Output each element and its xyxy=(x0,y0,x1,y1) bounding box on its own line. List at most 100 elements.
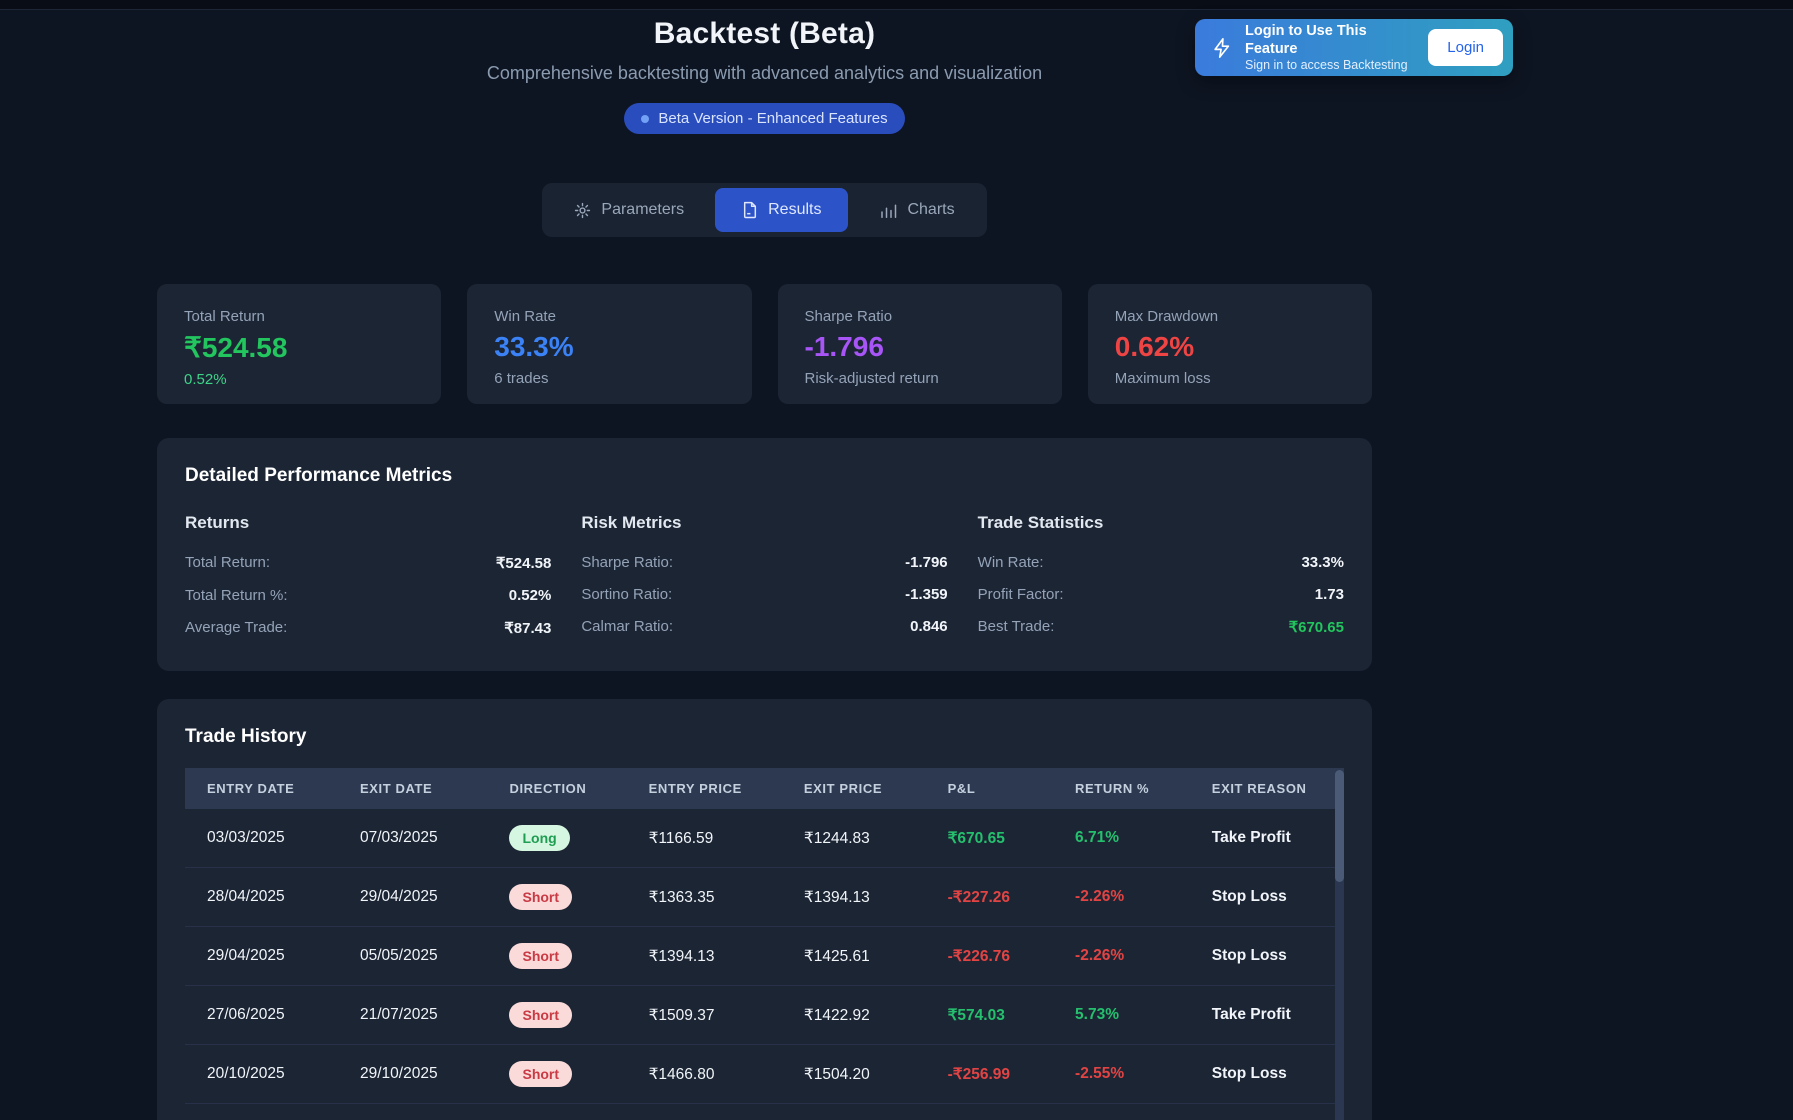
badge-dot-icon xyxy=(641,114,650,123)
beta-version-badge: Beta Version - Enhanced Features xyxy=(624,103,905,134)
cell-return-pct: 5.73% xyxy=(1053,985,1190,1045)
cell-exit-reason: Take Profit xyxy=(1211,829,1291,846)
metric-value: 0.62% xyxy=(1114,331,1195,362)
table-row: 27/06/2025 21/07/2025 Short ₹1509.37 ₹1422.9… xyxy=(185,985,1344,1045)
gear-icon xyxy=(575,202,591,218)
cell-exit-date: 07/03/2025 xyxy=(359,829,438,846)
metric-row: Total Return %: 0.52% xyxy=(185,579,551,611)
metric-row-value: 0.846 xyxy=(910,617,948,635)
metric-row: Calmar Ratio: 0.846 xyxy=(581,610,947,642)
metric-row-value: 0.52% xyxy=(508,586,552,604)
cell-entry-price: ₹1394.13 xyxy=(626,926,782,986)
cell-return-pct: -2.55% xyxy=(1053,1044,1190,1104)
cell-exit-reason: Stop Loss xyxy=(1189,926,1344,986)
column-header-p-l: P&L xyxy=(925,768,1054,809)
metrics-column-heading: Returns xyxy=(185,513,250,532)
metrics-column-risk-metrics: Risk Metrics Sharpe Ratio: -1.796 Sortino R… xyxy=(581,513,947,644)
metric-row-label: Calmar Ratio: xyxy=(581,617,674,635)
metric-card-total-return: Total Return ₹524.58 0.52% xyxy=(157,284,442,404)
tabs-wrap: Parameters Results Charts xyxy=(157,183,1372,237)
cell-direction: Long xyxy=(487,809,626,868)
metrics-column-heading: Risk Metrics xyxy=(581,513,682,532)
metrics-column-heading: Trade Statistics xyxy=(977,513,1104,532)
table-row: 28/04/2025 29/04/2025 Short ₹1363.35 ₹1394.1… xyxy=(185,867,1344,927)
cell-entry-date: 28/04/2025 xyxy=(185,867,338,927)
cell-exit-price: ₹1425.61 xyxy=(781,926,926,986)
metric-value: 33.3% xyxy=(494,331,574,362)
cell-entry-price: ₹1509.37 xyxy=(626,985,782,1045)
cell-entry-price: ₹1363.35 xyxy=(626,867,782,927)
performance-columns: Returns Total Return: ₹524.58 Total Return … xyxy=(185,513,1344,644)
metric-subtext: 0.52% xyxy=(184,371,227,388)
cell-exit-price: ₹1550.50 xyxy=(781,1103,926,1120)
cell-exit-date: 18/12/2025 xyxy=(337,1103,488,1120)
tab-charts[interactable]: Charts xyxy=(852,188,981,232)
login-banner-title: Login to Use This Feature xyxy=(1245,22,1367,57)
metric-row-value: 1.73 xyxy=(1314,585,1344,603)
column-header-direction: DIRECTION xyxy=(487,768,627,809)
metric-subtext: Risk-adjusted return xyxy=(804,370,939,387)
metric-label: Sharpe Ratio xyxy=(804,308,893,325)
metric-card-max-drawdown: Max Drawdown 0.62% Maximum loss xyxy=(1087,284,1372,404)
column-header-exit-reason: EXIT REASON xyxy=(1189,768,1344,809)
cell-exit-reason: Take Profit xyxy=(1189,985,1344,1045)
metric-row-value: ₹670.65 xyxy=(1288,618,1344,636)
cell-pnl: -₹256.99 xyxy=(925,1044,1054,1104)
cell-entry-date: 03/03/2025 xyxy=(207,829,285,846)
bar-chart-icon xyxy=(881,204,897,218)
cell-entry-price: ₹1166.59 xyxy=(648,829,714,847)
metric-row-label: Sharpe Ratio: xyxy=(581,553,674,571)
page-header: Backtest (Beta) Comprehensive backtestin… xyxy=(157,10,1372,134)
trade-history-panel: Trade History ENTRY DATE EXIT DATE DIRECTI… xyxy=(157,699,1372,1120)
cell-exit-price: ₹1394.13 xyxy=(781,867,926,927)
direction-badge: Short xyxy=(509,1061,573,1087)
metric-row-label: Win Rate: xyxy=(977,553,1044,571)
metric-subtext: 6 trades xyxy=(494,370,549,387)
tab-parameters[interactable]: Parameters xyxy=(547,188,711,232)
cell-return-pct: -0.09% xyxy=(1053,1103,1190,1120)
metric-value: ₹524.58 xyxy=(184,332,288,363)
metric-row-label: Total Return %: xyxy=(185,586,288,604)
cell-exit-date: 29/10/2025 xyxy=(337,1044,488,1104)
cell-pnl: ₹670.65 xyxy=(947,829,1005,847)
column-header-entry-price: ENTRY PRICE xyxy=(626,768,782,809)
tab-charts-label: Charts xyxy=(907,201,955,218)
login-banner-text: Login to Use This Feature Sign in to acc… xyxy=(1245,22,1416,74)
direction-badge: Short xyxy=(509,884,573,910)
metric-row-value: ₹524.58 xyxy=(495,554,552,572)
cell-entry-date: 20/10/2025 xyxy=(185,1044,338,1104)
tab-results[interactable]: Results xyxy=(715,188,849,232)
direction-badge: Short xyxy=(509,1002,573,1028)
cell-pnl: -₹9.09 xyxy=(925,1103,1054,1120)
table-scrollbar-thumb[interactable] xyxy=(1335,770,1344,882)
metric-subtext: Maximum loss xyxy=(1114,370,1211,387)
metric-row-label: Average Trade: xyxy=(185,619,288,636)
direction-badge: Long xyxy=(509,825,570,851)
metric-row-label: Profit Factor: xyxy=(977,585,1064,603)
column-header-exit-price: EXIT PRICE xyxy=(781,768,926,809)
tab-results-label: Results xyxy=(768,201,822,218)
cell-entry-price: ₹1466.80 xyxy=(626,1044,782,1104)
column-header-return-: RETURN % xyxy=(1053,768,1190,809)
table-row: 20/11/202518/12/2025Short₹1549.10₹1550.5… xyxy=(185,1103,1344,1120)
performance-metrics-heading: Detailed Performance Metrics xyxy=(185,465,453,486)
metric-row: Win Rate: 33.3% xyxy=(978,546,1344,578)
cell-pnl: -₹226.76 xyxy=(925,926,1054,986)
metric-row-value: ₹87.43 xyxy=(504,619,552,637)
cell-exit-price: ₹1504.20 xyxy=(781,1044,926,1104)
summary-cards-row: Total Return ₹524.58 0.52% Win Rate 33.3% 6 t… xyxy=(157,284,1372,404)
cell-exit-reason: End of Data xyxy=(1189,1103,1344,1120)
table-header: ENTRY DATE EXIT DATE DIRECTION ENTRY PRICE E… xyxy=(185,768,1344,809)
cell-exit-date: 05/05/2025 xyxy=(337,926,488,986)
metric-row-value: -1.359 xyxy=(905,585,948,603)
cell-exit-price: ₹1422.92 xyxy=(781,985,926,1045)
cell-entry-date: 29/04/2025 xyxy=(185,926,338,986)
metric-label: Total Return xyxy=(184,308,265,325)
cell-direction: Short xyxy=(487,1044,627,1104)
login-button[interactable]: Login xyxy=(1428,29,1503,66)
metric-row-label: Sortino Ratio: xyxy=(581,585,673,603)
metric-row: Sharpe Ratio: -1.796 xyxy=(581,546,947,578)
metric-value: -1.796 xyxy=(804,331,884,362)
table-scrollbar-track[interactable] xyxy=(1335,770,1344,1120)
trade-history-heading: Trade History xyxy=(185,726,307,747)
